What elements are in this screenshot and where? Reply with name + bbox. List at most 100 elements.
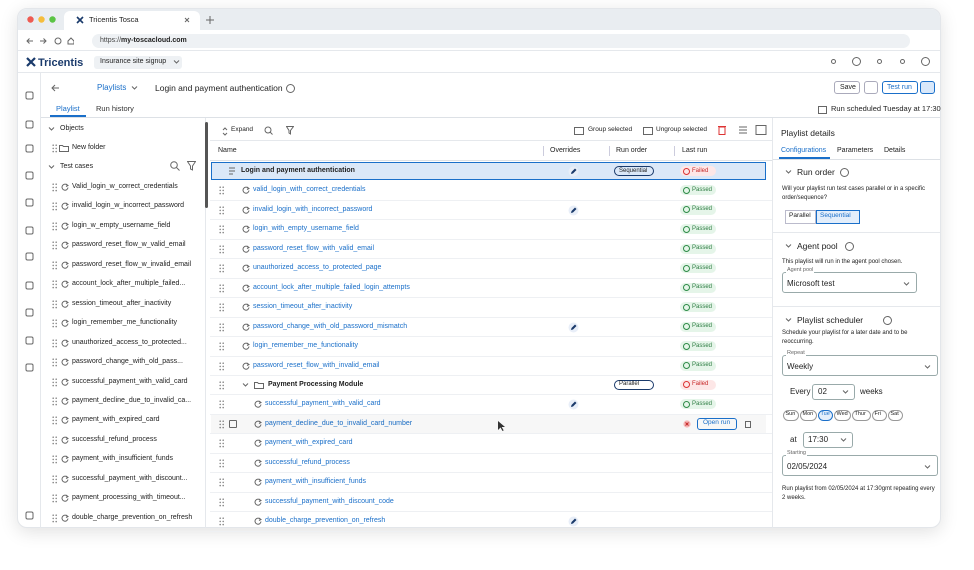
time-box[interactable] xyxy=(803,432,853,448)
save-button[interactable] xyxy=(834,81,860,94)
details-tab[interactable]: Details xyxy=(884,147,906,154)
toggle-label[interactable]: Parallel xyxy=(789,212,811,219)
test-name[interactable]: valid_login_with_correct_credentials xyxy=(253,186,366,194)
test-name[interactable]: login_remember_me_functionality xyxy=(253,342,359,350)
tree-item[interactable]: payment_with_insufficient_funds xyxy=(72,455,174,463)
test-icon xyxy=(254,478,262,486)
day[interactable]: Sat xyxy=(890,410,899,417)
day-pill[interactable] xyxy=(800,410,817,421)
status-icon xyxy=(683,342,690,350)
chevron xyxy=(785,170,792,174)
tree-item[interactable]: successful_payment_with_valid_card xyxy=(72,377,188,385)
drag-handle xyxy=(52,222,57,231)
tree-item[interactable]: login_remember_me_functionality xyxy=(72,319,178,327)
every-label: Every xyxy=(790,387,811,396)
interval[interactable]: 02 xyxy=(818,387,827,396)
day[interactable]: Wed xyxy=(836,410,848,417)
day-pill[interactable] xyxy=(783,410,799,421)
tree-item[interactable]: payment_with_expired_card xyxy=(72,416,160,424)
open-run[interactable]: Open run xyxy=(703,418,731,426)
test-name[interactable]: successful_refund_process xyxy=(265,458,350,466)
tree-item[interactable]: payment_processing_with_timeout... xyxy=(72,494,186,502)
breadcrumb-section[interactable]: Playlists xyxy=(97,83,127,92)
day-pill[interactable] xyxy=(834,410,851,421)
tree-item[interactable]: successful_payment_with_discount... xyxy=(72,474,188,482)
test-name[interactable]: invalid_login_with_incorrect_password xyxy=(253,205,373,213)
tree-test-cases: Test cases xyxy=(60,163,94,170)
tree-item[interactable]: password_change_with_old_pass... xyxy=(72,358,183,366)
drag-handle xyxy=(219,381,224,390)
field-value[interactable]: Microsoft test xyxy=(787,279,835,288)
field-value[interactable]: Weekly xyxy=(787,362,814,371)
details-tab[interactable]: Parameters xyxy=(837,147,874,154)
page-tab[interactable]: Run history xyxy=(96,104,134,113)
tree-item[interactable]: unauthorized_access_to_protected... xyxy=(72,338,187,346)
tree-item[interactable]: invalid_login_w_incorrect_password xyxy=(72,202,185,210)
test-name[interactable]: payment_with_insufficient_funds xyxy=(265,478,367,486)
select-field[interactable] xyxy=(782,272,917,293)
test-name[interactable]: double_charge_prevention_on_refresh xyxy=(265,517,386,525)
toggle-option[interactable] xyxy=(785,210,816,224)
day-pill[interactable] xyxy=(872,410,887,421)
filter xyxy=(187,161,196,171)
chevron xyxy=(924,365,931,369)
test-run-menu xyxy=(920,81,935,94)
day-pill[interactable] xyxy=(818,410,833,421)
group[interactable]: Group selected xyxy=(588,126,633,133)
expand[interactable]: Expand xyxy=(231,126,254,133)
tree-item[interactable]: double_charge_prevention_on_refresh xyxy=(72,513,193,521)
day-pill[interactable] xyxy=(852,410,871,421)
tree-item[interactable]: password_reset_flow_w_valid_email xyxy=(72,241,186,249)
status-icon xyxy=(683,400,690,408)
test-name[interactable]: unauthorized_access_to_protected_page xyxy=(253,264,382,272)
row-line xyxy=(210,530,772,532)
drag-handle xyxy=(52,494,57,503)
test-icon xyxy=(254,420,262,428)
page-tab[interactable]: Playlist xyxy=(56,104,80,113)
test-icon xyxy=(61,378,69,386)
tree-item[interactable]: session_timeout_after_inactivity xyxy=(72,299,172,307)
day[interactable]: Mon xyxy=(802,410,814,417)
select-field[interactable] xyxy=(782,355,938,376)
tree-item[interactable]: account_lock_after_multiple_failed... xyxy=(72,280,186,288)
chevron xyxy=(48,127,55,131)
tree-item[interactable]: password_reset_flow_w_invalid_email xyxy=(72,260,192,268)
tree-item[interactable]: Valid_login_w_correct_credentials xyxy=(72,183,178,190)
details-tab[interactable]: Configurations xyxy=(781,147,827,154)
test-run-button[interactable] xyxy=(882,81,918,94)
rail-icon xyxy=(25,363,34,372)
field-label: Starting xyxy=(786,450,807,457)
status-text: Passed xyxy=(692,264,713,271)
day[interactable]: Thur xyxy=(854,410,866,417)
field-value[interactable]: 02/05/2024 xyxy=(787,462,828,471)
day-pill[interactable] xyxy=(888,410,903,421)
test-name[interactable]: payment_decline_due_to_invalid_card_numb… xyxy=(265,419,413,427)
test-name[interactable]: password_reset_flow_with_valid_email xyxy=(253,244,375,252)
test-name[interactable]: session_timeout_after_inactivity xyxy=(253,303,353,311)
ungroup[interactable]: Ungroup selected xyxy=(656,126,707,133)
test-name[interactable]: password_reset_flow_with_invalid_email xyxy=(253,361,380,369)
tree-item[interactable]: payment_decline_due_to_invalid_ca... xyxy=(72,396,192,404)
day[interactable]: Sun xyxy=(785,410,796,417)
test-name[interactable]: payment_with_expired_card xyxy=(265,439,353,447)
test-name[interactable]: successful_payment_with_discount_code xyxy=(265,497,394,505)
test-name[interactable]: successful_payment_with_valid_card xyxy=(265,400,381,408)
test-name[interactable]: login_with_empty_username_field xyxy=(253,225,359,233)
day[interactable]: Tue xyxy=(820,410,830,417)
select-field[interactable] xyxy=(782,455,938,476)
test-name[interactable]: password_change_with_old_password_mismat… xyxy=(253,322,408,330)
test-name[interactable]: account_lock_after_multiple_failed_login… xyxy=(253,283,410,291)
tree-item[interactable]: login_w_empty_username_field xyxy=(72,221,171,229)
interval-box[interactable] xyxy=(812,384,855,400)
open-run-button[interactable] xyxy=(697,417,737,430)
test-run[interactable]: Test run xyxy=(887,84,912,91)
save[interactable]: Save xyxy=(840,84,856,91)
day[interactable]: Fri xyxy=(874,410,881,417)
tree-item[interactable]: successful_refund_process xyxy=(72,435,157,443)
rail-icon xyxy=(25,252,34,261)
toggle-label[interactable]: Sequential xyxy=(820,212,851,219)
toggle-option[interactable] xyxy=(816,210,860,224)
drag-handle xyxy=(52,319,57,328)
time[interactable]: 17:30 xyxy=(808,435,829,444)
